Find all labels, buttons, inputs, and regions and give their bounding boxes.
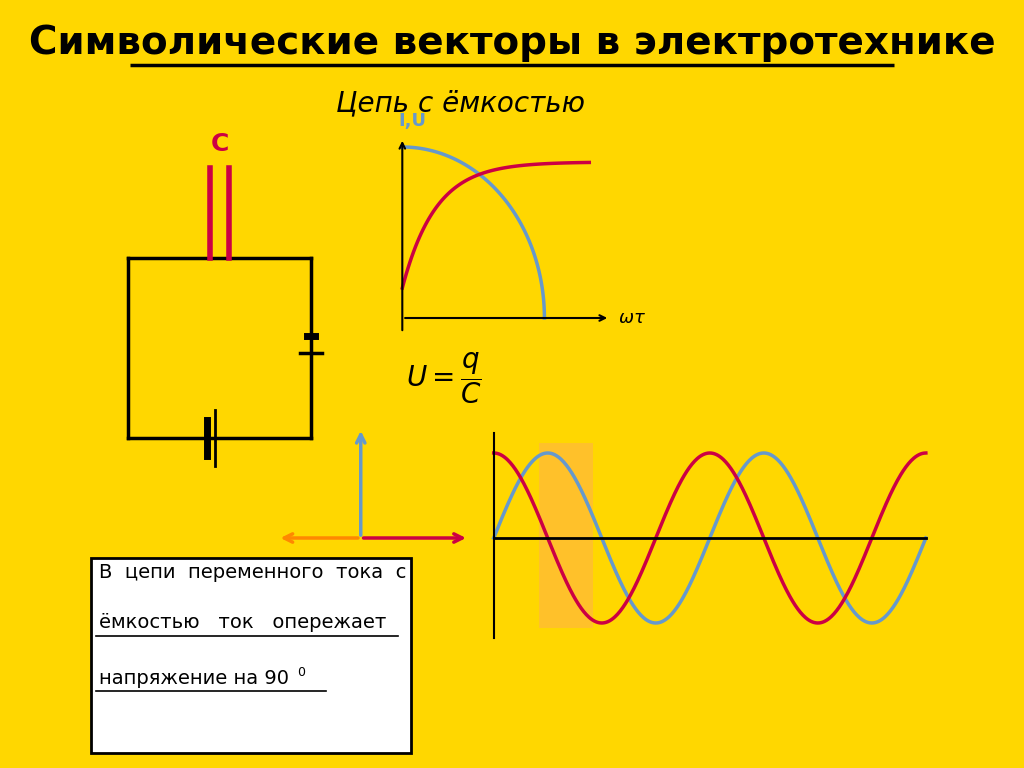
Text: $\omega\tau$: $\omega\tau$ — [618, 309, 646, 327]
Bar — [91, 558, 411, 753]
Text: I,U: I,U — [398, 112, 426, 130]
Text: 0: 0 — [297, 667, 305, 680]
Bar — [540, 443, 594, 628]
Text: Символические векторы в электротехнике: Символические векторы в электротехнике — [29, 24, 995, 62]
Text: В  цепи  переменного  тока  с: В цепи переменного тока с — [99, 564, 407, 582]
Text: напряжение на 90: напряжение на 90 — [99, 668, 289, 687]
Text: Цепь с ёмкостью: Цепь с ёмкостью — [336, 89, 585, 117]
Text: ёмкостью   ток   опережает: ёмкостью ток опережает — [99, 614, 386, 633]
Text: C: C — [210, 132, 228, 156]
Text: $U = \dfrac{q}{C}$: $U = \dfrac{q}{C}$ — [406, 350, 481, 406]
